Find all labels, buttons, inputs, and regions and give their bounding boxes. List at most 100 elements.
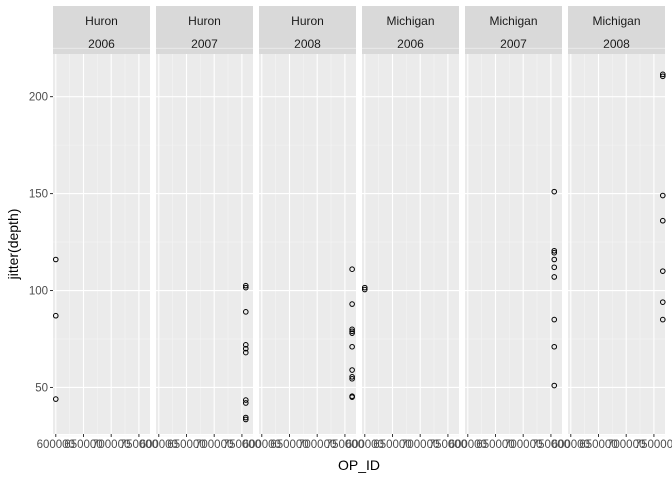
x-tick-label: 750000 xyxy=(120,439,158,451)
facet-panels: Huron2006600000650000700000750000Huron20… xyxy=(37,6,672,451)
data-point xyxy=(361,286,368,293)
data-point xyxy=(349,326,355,333)
data-point xyxy=(242,400,249,406)
facet-strip-label: 2008 xyxy=(603,37,630,51)
x-tick-label: 650000 xyxy=(476,439,514,451)
facet-strip-label: 2007 xyxy=(500,37,527,51)
panel-background xyxy=(156,54,253,434)
facet-strip-label: Huron xyxy=(85,14,118,28)
facet-strip-label: Michigan xyxy=(592,14,640,28)
data-point xyxy=(52,312,59,319)
facet-strip-label: 2007 xyxy=(191,37,218,51)
x-tick-label: 700000 xyxy=(401,439,439,451)
data-point xyxy=(349,328,355,335)
data-point xyxy=(659,71,666,78)
panel-background xyxy=(362,54,459,434)
y-tick-label: 50 xyxy=(35,382,48,394)
x-tick-label: 600000 xyxy=(449,439,487,451)
panel-background xyxy=(53,54,150,434)
panel-background xyxy=(465,54,562,434)
x-tick-label: 750000 xyxy=(429,439,467,451)
data-point xyxy=(659,316,666,323)
data-point xyxy=(551,343,558,350)
x-tick-label: 750000 xyxy=(326,439,364,451)
data-point xyxy=(551,382,558,389)
data-point xyxy=(242,282,249,289)
data-point xyxy=(659,73,666,80)
data-point xyxy=(551,264,558,271)
y-tick-label: 200 xyxy=(29,92,48,104)
data-point xyxy=(242,414,249,421)
y-axis-title: jitter(depth) xyxy=(5,209,21,281)
data-point xyxy=(349,374,355,380)
x-tick-label: 650000 xyxy=(64,439,102,451)
facet-strip xyxy=(465,6,562,54)
data-point xyxy=(551,316,558,323)
data-point xyxy=(659,217,666,224)
x-tick-label: 650000 xyxy=(270,439,308,451)
data-point xyxy=(551,247,558,254)
data-point xyxy=(349,394,355,400)
x-tick-label: 750000 xyxy=(635,439,672,451)
data-point xyxy=(659,299,666,305)
facet-strip-label: 2006 xyxy=(397,37,424,51)
facet-strip-label: 2006 xyxy=(88,37,115,51)
facet-strip xyxy=(53,6,150,54)
data-point xyxy=(242,342,249,348)
x-tick-label: 700000 xyxy=(298,439,336,451)
data-point xyxy=(551,256,558,263)
panel-background xyxy=(259,54,356,434)
data-point xyxy=(659,192,666,199)
facet-strip-label: 2008 xyxy=(294,37,321,51)
data-point xyxy=(242,345,249,352)
data-point xyxy=(349,367,355,373)
data-point xyxy=(361,284,368,291)
x-tick-label: 600000 xyxy=(552,439,590,451)
data-point xyxy=(659,268,666,274)
data-point xyxy=(242,397,249,403)
data-point xyxy=(349,343,355,350)
facet-strip xyxy=(156,6,253,54)
facet-strip-label: Huron xyxy=(188,14,221,28)
x-tick-label: 700000 xyxy=(504,439,542,451)
y-tick-label: 100 xyxy=(29,286,48,298)
x-tick-label: 700000 xyxy=(607,439,645,451)
x-tick-label: 700000 xyxy=(92,439,130,451)
data-point xyxy=(349,375,355,382)
x-tick-label: 600000 xyxy=(140,439,178,451)
x-axis-title: OP_ID xyxy=(338,457,380,473)
facet-strip-label: Huron xyxy=(291,14,324,28)
x-tick-label: 700000 xyxy=(195,439,233,451)
data-point xyxy=(349,330,355,336)
data-point xyxy=(551,249,558,256)
x-tick-label: 750000 xyxy=(532,439,570,451)
data-point xyxy=(242,309,249,315)
facet-strip-label: Michigan xyxy=(386,14,434,28)
panel-background xyxy=(568,54,665,434)
facet-strip-label: Michigan xyxy=(489,14,537,28)
facet-strip xyxy=(259,6,356,54)
data-point xyxy=(242,349,249,356)
data-point xyxy=(242,284,249,291)
x-tick-label: 650000 xyxy=(167,439,205,451)
data-point xyxy=(242,416,249,423)
data-point xyxy=(52,256,59,263)
data-point xyxy=(349,266,355,273)
x-tick-label: 650000 xyxy=(373,439,411,451)
y-axis: 50 100 150 200 xyxy=(29,92,53,394)
x-tick-label: 600000 xyxy=(37,439,75,451)
data-point xyxy=(349,301,355,307)
facet-strip xyxy=(362,6,459,54)
y-tick-label: 150 xyxy=(29,189,48,201)
x-tick-label: 600000 xyxy=(243,439,281,451)
x-tick-label: 750000 xyxy=(223,439,261,451)
x-tick-label: 600000 xyxy=(346,439,384,451)
data-point xyxy=(52,396,59,402)
data-point xyxy=(551,274,558,280)
